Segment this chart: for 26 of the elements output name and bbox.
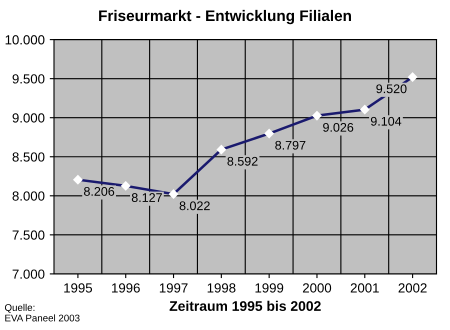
text: 8.206: [84, 186, 114, 196]
x-tick-label: 2000: [302, 283, 332, 293]
y-tick-label: 9.000: [12, 113, 44, 123]
y-tick-label: 7.500: [12, 230, 44, 240]
y-tick-label: 7.000: [12, 269, 44, 279]
text: 8.592: [227, 156, 258, 166]
text: 8.022: [180, 201, 210, 210]
x-tick-label: 2002: [398, 283, 427, 293]
y-tick-label: 8.500: [12, 152, 44, 162]
x-tick-label: 1995: [64, 283, 92, 293]
x-tick-label: 1997: [160, 283, 188, 293]
x-tick-label: 1999: [255, 283, 284, 293]
x-tick-label: 1996: [112, 283, 140, 293]
y-tick-label: 10.000: [6, 35, 44, 45]
text: 9.520: [376, 84, 407, 94]
text: 8.127: [132, 193, 162, 202]
y-tick-label: 9.500: [12, 74, 44, 84]
chart-title: Friseurmarkt - Entwicklung Filialen: [99, 10, 351, 24]
x-tick-label: 1998: [208, 283, 236, 293]
y-tick-label: 8.000: [12, 191, 44, 201]
text: 8.797: [275, 140, 306, 150]
x-axis-title: Zeitraum 1995 bis 2002: [170, 300, 321, 311]
text: 9.026: [323, 122, 354, 132]
x-tick-label: 2001: [350, 283, 379, 293]
source-note: Quelle: EVA Paneel 2003: [4, 304, 80, 322]
text: 9.104: [370, 116, 402, 126]
